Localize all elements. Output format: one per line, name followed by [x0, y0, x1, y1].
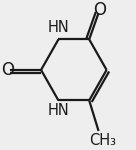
Text: O: O: [93, 1, 106, 19]
Text: HN: HN: [48, 103, 69, 118]
Text: CH₃: CH₃: [89, 133, 116, 148]
Text: HN: HN: [48, 20, 69, 34]
Text: O: O: [1, 61, 14, 79]
